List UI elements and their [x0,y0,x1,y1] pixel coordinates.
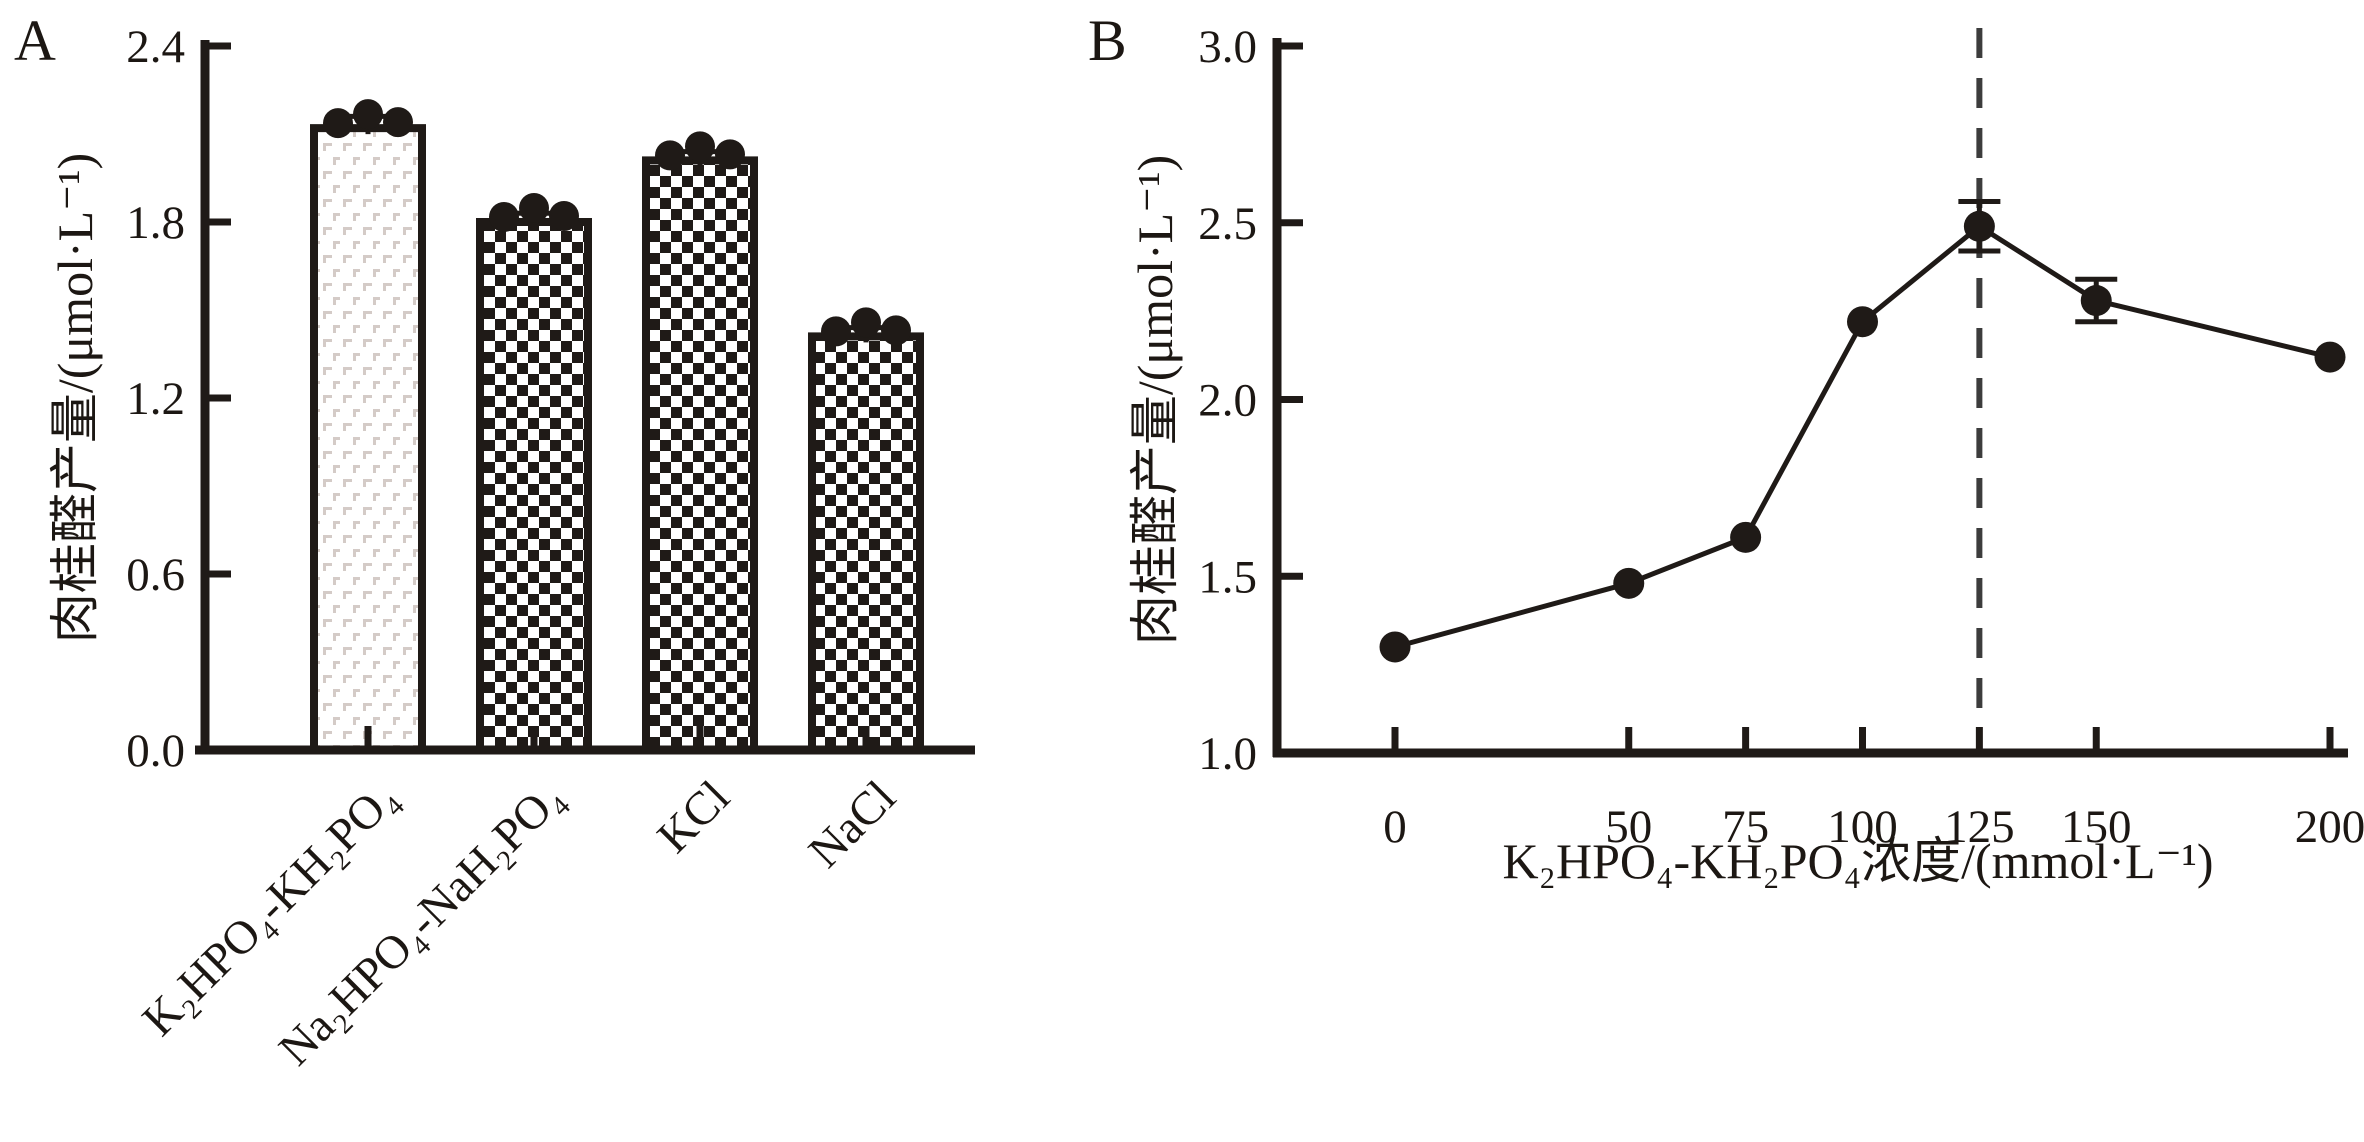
y-tick-label: 1.5 [1198,551,1257,603]
x-tick-label: 75 [1722,801,1769,853]
y-tick-label: 3.0 [1198,21,1257,73]
series-line [1394,223,2331,650]
bar [476,218,592,754]
x-tick-label: 200 [2295,801,2364,853]
replicate-dot [881,315,911,346]
data-point [2314,341,2346,373]
x-tick-label: 0 [1383,801,1407,853]
data-point [1963,210,1995,242]
y-tick-label: 2.5 [1198,198,1257,250]
data-point [1379,631,1411,663]
panel-b-plot: 0 50 75 100 125 150 200 1.0 1.5 2.0 2.5 3.0 [1198,21,2364,853]
panel-b-letter: B [1088,8,1127,73]
replicate-dot [715,139,745,170]
y-tick-label: 1.8 [126,197,185,249]
x-tick-label: 50 [1605,801,1652,853]
data-point [1847,306,1878,338]
x-tick-label: 125 [1944,801,2015,853]
x-tick-label: Na₂HPO₄-NaH₂PO₄ [269,771,574,1076]
bar [310,124,426,754]
panel-a-letter: A [14,8,56,73]
replicate-dot [851,307,881,338]
data-point [1613,567,1645,599]
bar [808,332,924,754]
y-tick-label: 2.4 [126,21,185,73]
bar [642,156,758,754]
y-tick-label: 1.2 [126,373,185,425]
panel-b-y-axis-label: 肉桂醛产量/(μmol·L⁻¹) [1127,155,1183,645]
x-tick-label: 150 [2061,801,2132,853]
replicate-dot [685,131,715,162]
x-tick-label: KCl [648,771,740,863]
y-tick-label: 0.6 [126,549,185,601]
replicate-dot [323,108,353,139]
panel-b-x-axis-label: K₂HPO₄-KH₂PO₄浓度/(mmol·L⁻¹) [1502,833,2213,889]
replicate-dot [383,107,413,138]
replicate-dot [821,316,851,347]
x-tick-label: 100 [1827,801,1898,853]
replicate-dot [655,140,685,171]
replicate-dot [519,193,549,223]
data-point [1730,521,1762,553]
panel-a-y-axis-label: 肉桂醛产量/(μmol·L⁻¹) [47,153,103,643]
replicate-dot [549,201,579,231]
replicate-dot [489,202,519,232]
x-tick-label: NaCl [799,771,906,878]
y-tick-label: 2.0 [1198,375,1257,427]
replicate-dot [353,99,383,130]
data-point [2080,285,2112,317]
y-tick-label: 1.0 [1198,728,1257,780]
y-tick-label: 0.0 [126,725,185,777]
